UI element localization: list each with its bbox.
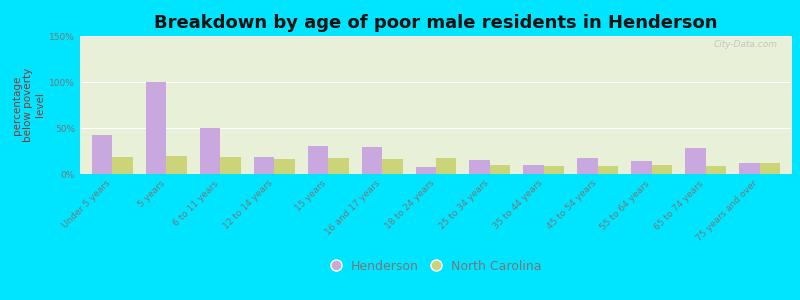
Bar [274, 159, 294, 174]
Legend: Henderson, North Carolina: Henderson, North Carolina [330, 260, 542, 273]
Bar [200, 128, 220, 174]
Text: City-Data.com: City-Data.com [714, 40, 778, 49]
Bar [523, 165, 544, 174]
Bar [685, 148, 706, 174]
Bar [362, 147, 382, 174]
Bar [652, 165, 672, 174]
Bar [544, 166, 564, 174]
Bar [631, 161, 652, 174]
Bar [415, 167, 436, 174]
Bar [254, 158, 274, 174]
Bar [760, 163, 780, 174]
Y-axis label: percentage
below poverty
level: percentage below poverty level [12, 68, 45, 142]
Bar [470, 160, 490, 174]
Bar [739, 163, 760, 174]
Bar [146, 82, 166, 174]
Bar [706, 166, 726, 174]
Bar [490, 165, 510, 174]
Bar [166, 156, 187, 174]
Bar [578, 158, 598, 174]
Bar [112, 158, 133, 174]
Bar [436, 158, 457, 174]
Title: Breakdown by age of poor male residents in Henderson: Breakdown by age of poor male residents … [154, 14, 718, 32]
Bar [598, 166, 618, 174]
Bar [382, 159, 402, 174]
Bar [220, 158, 241, 174]
Bar [308, 146, 328, 174]
Bar [92, 135, 112, 174]
Bar [328, 158, 349, 174]
